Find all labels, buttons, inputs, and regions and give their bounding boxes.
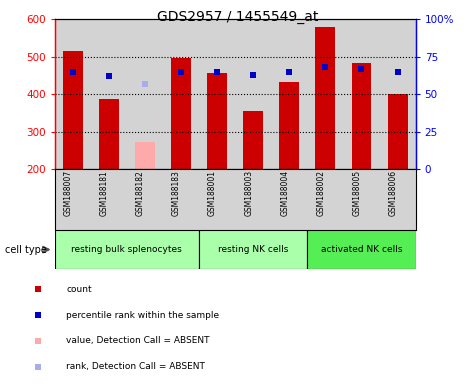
Bar xyxy=(63,51,83,169)
Bar xyxy=(135,142,155,169)
Bar xyxy=(235,19,271,169)
Text: resting bulk splenocytes: resting bulk splenocytes xyxy=(71,245,182,254)
Bar xyxy=(271,19,307,169)
Bar xyxy=(307,19,343,169)
Text: GSM188002: GSM188002 xyxy=(316,170,325,216)
Bar xyxy=(243,111,263,169)
Text: GSM188181: GSM188181 xyxy=(100,170,109,216)
Text: GSM188004: GSM188004 xyxy=(280,170,289,216)
Bar xyxy=(91,169,127,230)
Text: GSM188005: GSM188005 xyxy=(352,170,361,216)
Bar xyxy=(199,169,235,230)
Bar xyxy=(163,19,199,169)
Bar xyxy=(199,19,235,169)
Bar xyxy=(343,19,380,169)
Text: cell type: cell type xyxy=(5,245,47,255)
Bar xyxy=(163,169,199,230)
Text: count: count xyxy=(66,285,92,294)
Bar xyxy=(343,169,380,230)
Text: GSM188006: GSM188006 xyxy=(389,170,398,216)
Bar xyxy=(315,27,335,169)
Bar xyxy=(55,230,199,269)
Bar xyxy=(127,169,163,230)
Text: GSM188007: GSM188007 xyxy=(64,170,73,216)
Bar xyxy=(127,19,163,169)
Text: GSM188182: GSM188182 xyxy=(136,170,145,216)
Text: GDS2957 / 1455549_at: GDS2957 / 1455549_at xyxy=(157,10,318,23)
Bar xyxy=(199,230,307,269)
Bar xyxy=(207,73,227,169)
Text: activated NK cells: activated NK cells xyxy=(321,245,402,254)
Text: GSM188001: GSM188001 xyxy=(208,170,217,216)
Text: GSM188003: GSM188003 xyxy=(244,170,253,216)
Bar xyxy=(307,230,416,269)
Text: resting NK cells: resting NK cells xyxy=(218,245,288,254)
Bar xyxy=(279,82,299,169)
Bar xyxy=(55,169,91,230)
Bar xyxy=(352,63,371,169)
Text: value, Detection Call = ABSENT: value, Detection Call = ABSENT xyxy=(66,336,210,346)
Bar xyxy=(271,169,307,230)
Bar xyxy=(380,19,416,169)
Bar xyxy=(55,19,91,169)
Bar xyxy=(388,94,408,169)
Bar xyxy=(99,99,119,169)
Bar xyxy=(380,169,416,230)
Bar xyxy=(307,169,343,230)
Bar xyxy=(235,169,271,230)
Text: GSM188183: GSM188183 xyxy=(172,170,181,216)
Text: percentile rank within the sample: percentile rank within the sample xyxy=(66,311,219,320)
Text: rank, Detection Call = ABSENT: rank, Detection Call = ABSENT xyxy=(66,362,205,371)
Bar xyxy=(91,19,127,169)
Bar xyxy=(171,58,191,169)
